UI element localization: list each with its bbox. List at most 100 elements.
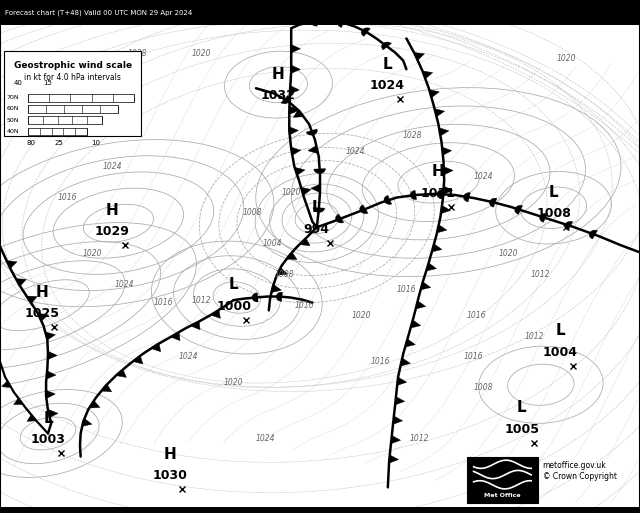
Wedge shape: [564, 222, 573, 230]
Polygon shape: [38, 313, 48, 321]
Text: L: L: [43, 410, 53, 426]
Text: 1008: 1008: [536, 207, 571, 221]
Text: 1024: 1024: [346, 147, 365, 156]
Wedge shape: [313, 208, 324, 212]
Wedge shape: [362, 28, 371, 36]
Text: L: L: [382, 56, 392, 72]
Text: 1020: 1020: [282, 188, 301, 197]
Text: 1005: 1005: [504, 423, 539, 436]
Text: 1020: 1020: [192, 49, 211, 58]
Polygon shape: [300, 238, 310, 246]
Text: 1028: 1028: [403, 131, 422, 141]
Text: 1016: 1016: [371, 357, 390, 366]
Polygon shape: [13, 398, 23, 405]
Polygon shape: [391, 436, 401, 444]
Text: 1016: 1016: [397, 285, 416, 294]
Text: 25: 25: [54, 140, 63, 146]
Wedge shape: [384, 195, 392, 204]
Polygon shape: [27, 296, 37, 304]
Text: L: L: [548, 185, 559, 200]
Polygon shape: [289, 106, 299, 114]
Polygon shape: [293, 110, 304, 117]
Polygon shape: [6, 261, 17, 268]
Polygon shape: [444, 167, 453, 175]
Text: 1029: 1029: [95, 225, 129, 239]
Bar: [0, 0, 640, 25]
Text: 1012: 1012: [531, 270, 550, 279]
Text: 1016: 1016: [467, 311, 486, 320]
Text: 1012: 1012: [525, 331, 544, 341]
Polygon shape: [287, 252, 297, 260]
Polygon shape: [414, 52, 424, 61]
Text: H: H: [35, 285, 48, 300]
Text: 1024: 1024: [179, 352, 198, 361]
Wedge shape: [314, 169, 325, 173]
Wedge shape: [306, 129, 317, 135]
Wedge shape: [437, 190, 443, 199]
Polygon shape: [291, 45, 300, 53]
Polygon shape: [291, 65, 300, 73]
Text: H: H: [432, 164, 445, 180]
Polygon shape: [271, 285, 282, 292]
Text: 1008: 1008: [275, 270, 294, 279]
Bar: [4, 51, 141, 136]
Text: 70N: 70N: [6, 95, 19, 100]
Polygon shape: [16, 279, 26, 286]
Polygon shape: [397, 377, 407, 385]
Text: 1004: 1004: [543, 346, 577, 359]
Wedge shape: [310, 17, 317, 26]
Wedge shape: [281, 95, 290, 104]
Polygon shape: [45, 332, 56, 340]
Bar: [467, 457, 538, 503]
Text: 1024: 1024: [115, 280, 134, 289]
Text: 1028: 1028: [128, 49, 147, 58]
Text: Met Office: Met Office: [484, 492, 521, 498]
Bar: [0, 507, 640, 513]
Wedge shape: [381, 42, 392, 50]
Text: 1020: 1020: [499, 249, 518, 259]
Polygon shape: [48, 351, 57, 360]
Polygon shape: [308, 145, 318, 153]
Polygon shape: [211, 310, 220, 319]
Text: 1008: 1008: [243, 208, 262, 218]
Polygon shape: [301, 187, 311, 195]
Text: 60N: 60N: [6, 106, 19, 111]
Polygon shape: [444, 186, 452, 194]
Text: 1024: 1024: [90, 75, 109, 84]
Text: 1030: 1030: [152, 469, 187, 482]
Text: H: H: [106, 203, 118, 218]
Polygon shape: [420, 282, 431, 290]
Text: 994: 994: [304, 223, 330, 236]
Polygon shape: [289, 127, 298, 135]
Bar: [28, 94, 134, 102]
Polygon shape: [393, 416, 403, 424]
Bar: [28, 116, 102, 124]
Text: Forecast chart (T+48) Valid 00 UTC MON 29 Apr 2024: Forecast chart (T+48) Valid 00 UTC MON 2…: [5, 9, 193, 15]
Text: 1024: 1024: [256, 434, 275, 443]
Text: 40: 40: [13, 80, 22, 86]
Text: 1020: 1020: [352, 311, 371, 320]
Polygon shape: [191, 321, 200, 330]
Wedge shape: [276, 292, 282, 301]
Wedge shape: [337, 18, 344, 27]
Polygon shape: [389, 455, 399, 463]
Text: 1016: 1016: [58, 193, 77, 202]
Text: H: H: [163, 446, 176, 462]
Text: 1003: 1003: [31, 433, 65, 446]
Polygon shape: [426, 263, 436, 271]
Text: 10: 10: [91, 140, 100, 146]
Polygon shape: [133, 356, 143, 364]
Polygon shape: [437, 225, 447, 233]
Polygon shape: [405, 339, 415, 347]
Wedge shape: [515, 205, 522, 214]
Polygon shape: [415, 301, 426, 309]
Polygon shape: [422, 71, 433, 79]
Text: 1016: 1016: [464, 352, 483, 361]
Polygon shape: [291, 147, 301, 155]
Polygon shape: [2, 381, 11, 387]
Wedge shape: [490, 198, 497, 207]
Polygon shape: [432, 244, 442, 252]
Wedge shape: [360, 205, 368, 213]
Text: 1000: 1000: [216, 300, 251, 313]
Wedge shape: [335, 214, 344, 223]
